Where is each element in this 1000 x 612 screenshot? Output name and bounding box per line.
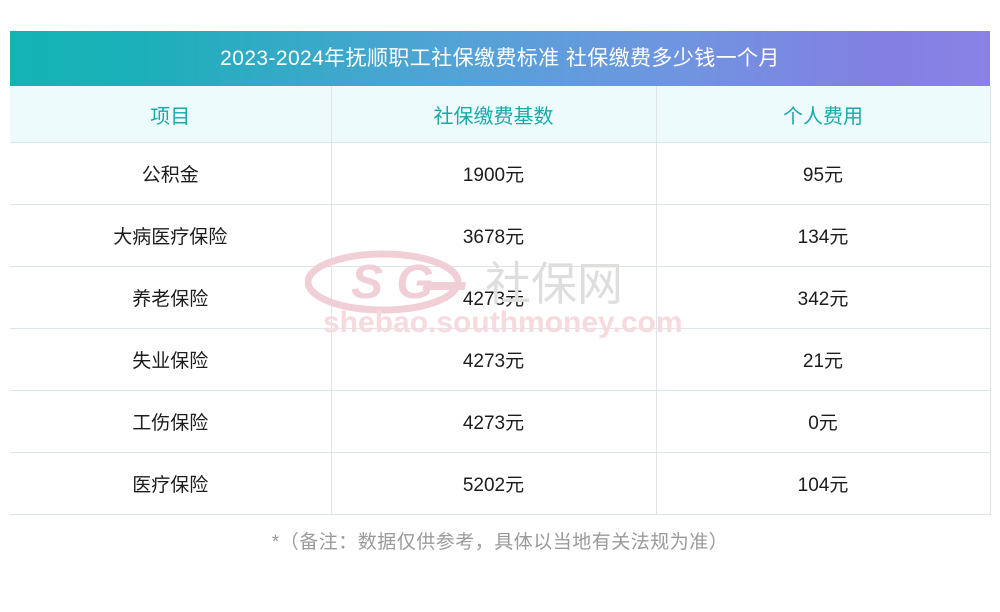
cell-item: 大病医疗保险 [10,204,332,267]
cell-personal: 342元 [656,266,991,329]
cell-personal: 21元 [656,328,991,391]
contribution-table-container: 项目 社保缴费基数 个人费用 公积金 1900元 95元 大病医疗保险 3678… [10,86,991,515]
cell-base: 5202元 [331,452,657,515]
cell-item: 公积金 [10,142,332,205]
footnote-text: *（备注：数据仅供参考，具体以当地有关法规为准） [271,532,729,553]
contribution-table: 项目 社保缴费基数 个人费用 公积金 1900元 95元 大病医疗保险 3678… [10,86,991,515]
table-row: 养老保险 4273元 342元 [10,266,991,329]
column-header-personal: 个人费用 [656,86,991,143]
cell-item: 医疗保险 [10,452,332,515]
table-row: 医疗保险 5202元 104元 [10,452,991,515]
cell-personal: 95元 [656,142,991,205]
column-header-item: 项目 [10,86,332,143]
cell-base: 3678元 [331,204,657,267]
table-row: 失业保险 4273元 21元 [10,328,991,391]
table-header: 项目 社保缴费基数 个人费用 [10,86,991,143]
page-title: 2023-2024年抚顺职工社保缴费标准 社保缴费多少钱一个月 [220,47,780,70]
cell-item: 失业保险 [10,328,332,391]
cell-personal: 0元 [656,390,991,453]
cell-personal: 134元 [656,204,991,267]
table-body: 公积金 1900元 95元 大病医疗保险 3678元 134元 养老保险 427… [10,142,991,515]
cell-base: 4273元 [331,266,657,329]
cell-base: 4273元 [331,390,657,453]
column-header-base: 社保缴费基数 [331,86,657,143]
table-header-row: 项目 社保缴费基数 个人费用 [10,86,991,143]
cell-personal: 104元 [656,452,991,515]
table-row: 大病医疗保险 3678元 134元 [10,204,991,267]
cell-base: 4273元 [331,328,657,391]
page-title-bar: 2023-2024年抚顺职工社保缴费标准 社保缴费多少钱一个月 [10,31,990,86]
cell-base: 1900元 [331,142,657,205]
table-row: 工伤保险 4273元 0元 [10,390,991,453]
table-row: 公积金 1900元 95元 [10,142,991,205]
cell-item: 工伤保险 [10,390,332,453]
cell-item: 养老保险 [10,266,332,329]
